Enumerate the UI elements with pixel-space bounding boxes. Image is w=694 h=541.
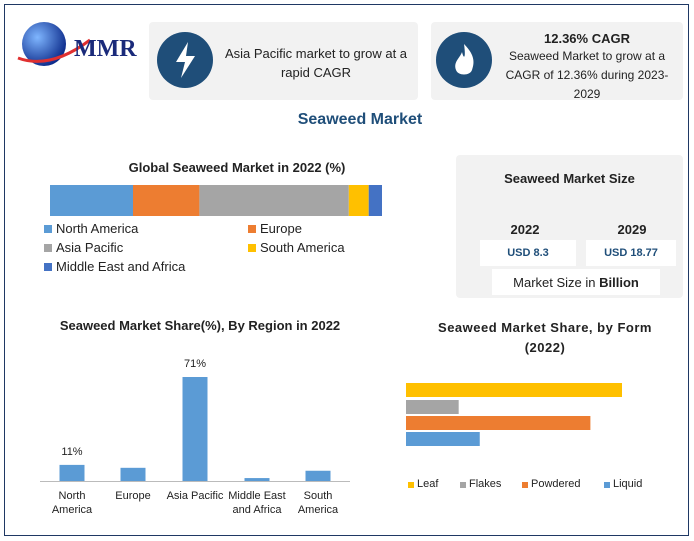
legend-label: Middle East and Africa xyxy=(56,259,186,274)
data-label: 11% xyxy=(61,445,83,458)
x-tick-label: Asia Pacific xyxy=(166,490,224,502)
caption-unit: Billion xyxy=(599,275,639,290)
frame xyxy=(4,4,689,536)
legend-swatch xyxy=(248,225,256,233)
size-title: Seaweed Market Size xyxy=(504,171,635,186)
card-title: 12.36% CAGR xyxy=(544,31,630,46)
segment xyxy=(348,185,369,216)
bar xyxy=(305,470,331,481)
legend-swatch xyxy=(604,482,610,488)
legend-label: Powdered xyxy=(531,478,581,490)
card xyxy=(431,22,683,100)
bar xyxy=(59,464,85,481)
legend-swatch xyxy=(44,244,52,252)
segment xyxy=(50,185,133,216)
size-caption: Market Size in Billion xyxy=(492,275,660,290)
legend-swatch xyxy=(248,244,256,252)
data-label: 71% xyxy=(183,358,207,370)
flame xyxy=(455,44,474,75)
card-text: Seaweed Market to grow at a CAGR of 12.3… xyxy=(505,49,669,101)
legend-label: South America xyxy=(260,240,345,255)
logo-text: MMR xyxy=(74,36,137,62)
bar xyxy=(406,432,480,446)
logo-globe xyxy=(22,22,66,66)
page-title: Seaweed Market xyxy=(297,111,423,128)
chart-title: Seaweed Market Share(%), By Region in 20… xyxy=(59,318,341,333)
year: 2029 xyxy=(617,222,647,237)
x-tick-label: South America xyxy=(297,490,339,516)
segment xyxy=(199,185,349,216)
value-box xyxy=(480,240,576,266)
x-tick-label: North America xyxy=(51,490,93,516)
legend-label: Flakes xyxy=(469,478,502,490)
legend-swatch xyxy=(522,482,528,488)
legend-swatch xyxy=(460,482,466,488)
logo-swoosh xyxy=(17,38,91,63)
x-tick-label: Europe xyxy=(115,490,151,502)
bar xyxy=(182,377,208,481)
bolt xyxy=(176,42,195,78)
value-box xyxy=(586,240,676,266)
legend-label: North America xyxy=(56,221,139,236)
legend-label: Asia Pacific xyxy=(56,240,124,255)
size-value: USD 8.3 xyxy=(507,247,549,259)
bar xyxy=(406,383,622,397)
bar xyxy=(406,400,459,414)
legend-label: Liquid xyxy=(613,478,643,490)
segment xyxy=(368,185,382,216)
legend-label: Leaf xyxy=(417,478,439,490)
chart-title: Seaweed Market Share, by Form (2022) xyxy=(438,320,652,355)
card-text: Asia Pacific market to grow at a rapid C… xyxy=(224,46,408,80)
legend-label: Europe xyxy=(260,221,302,236)
legend-swatch xyxy=(44,225,52,233)
legend-swatch xyxy=(44,263,52,271)
size-value: USD 18.77 xyxy=(604,247,658,259)
caption-box xyxy=(492,269,660,295)
chart-title: Global Seaweed Market in 2022 (%) xyxy=(128,160,346,175)
bar xyxy=(244,478,270,481)
caption: Market Size in xyxy=(513,275,596,290)
year: 2022 xyxy=(510,222,540,237)
segment xyxy=(133,185,200,216)
x-tick-label: Middle East and Africa xyxy=(228,490,286,516)
bar xyxy=(120,467,146,481)
bar xyxy=(406,416,591,430)
legend-swatch xyxy=(408,482,414,488)
card xyxy=(149,22,418,100)
